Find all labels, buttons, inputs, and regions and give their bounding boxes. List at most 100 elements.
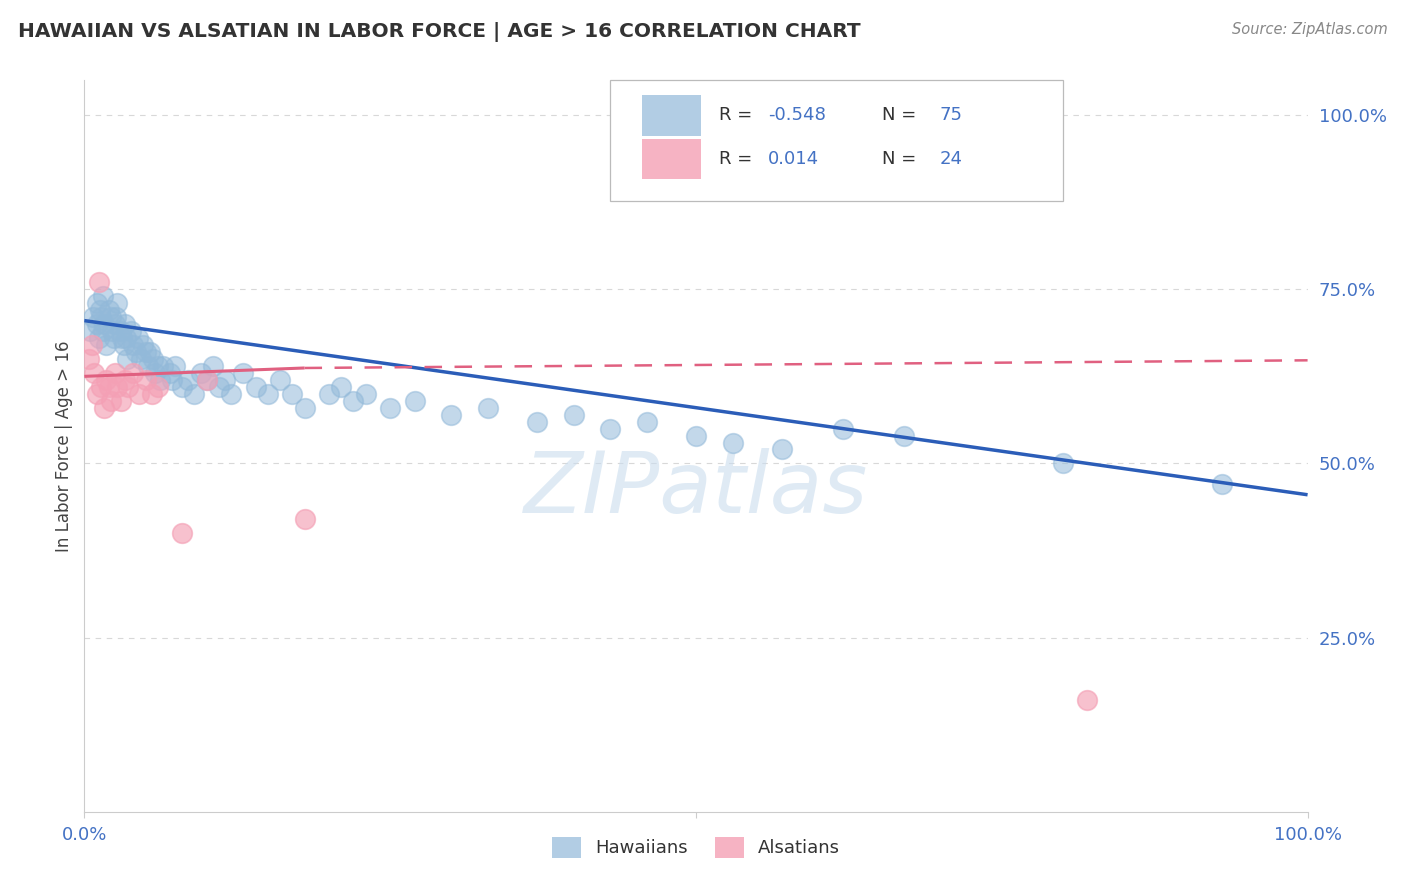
Point bbox=[404, 393, 426, 408]
Point bbox=[112, 338, 135, 352]
Point bbox=[97, 303, 120, 318]
Point bbox=[122, 366, 145, 380]
Text: ZIPatlas: ZIPatlas bbox=[524, 449, 868, 532]
Point bbox=[526, 415, 548, 429]
Point bbox=[172, 526, 194, 541]
Point bbox=[177, 373, 200, 387]
Point bbox=[893, 428, 915, 442]
Point bbox=[86, 296, 108, 310]
Point bbox=[721, 435, 744, 450]
Point bbox=[477, 401, 499, 415]
FancyBboxPatch shape bbox=[643, 139, 700, 179]
Point bbox=[380, 401, 402, 415]
Point bbox=[294, 401, 316, 415]
Point bbox=[117, 380, 139, 394]
Point bbox=[636, 415, 658, 429]
Point bbox=[195, 373, 218, 387]
Point bbox=[162, 373, 184, 387]
Point bbox=[132, 338, 155, 352]
Point bbox=[101, 324, 124, 338]
Point bbox=[105, 296, 128, 310]
Point bbox=[80, 338, 103, 352]
Point bbox=[195, 373, 218, 387]
Point bbox=[354, 386, 377, 401]
Point bbox=[257, 386, 280, 401]
Point bbox=[214, 373, 236, 387]
Point bbox=[87, 275, 110, 289]
Point bbox=[146, 359, 169, 373]
Point bbox=[142, 351, 165, 366]
FancyBboxPatch shape bbox=[643, 95, 700, 136]
Text: N =: N = bbox=[882, 150, 922, 169]
Point bbox=[96, 338, 118, 352]
Point bbox=[172, 380, 194, 394]
Point bbox=[141, 386, 163, 401]
Point bbox=[110, 324, 132, 338]
Point bbox=[104, 366, 127, 380]
Point bbox=[219, 386, 242, 401]
Point bbox=[122, 338, 145, 352]
Point bbox=[139, 345, 162, 359]
Point bbox=[105, 310, 128, 325]
Point bbox=[87, 331, 110, 345]
Point bbox=[91, 289, 114, 303]
Point bbox=[831, 421, 853, 435]
Point bbox=[93, 317, 115, 331]
Point bbox=[149, 373, 172, 387]
Point bbox=[685, 428, 707, 442]
Point bbox=[100, 310, 122, 325]
Point bbox=[342, 393, 364, 408]
Point bbox=[100, 393, 122, 408]
Point bbox=[146, 380, 169, 394]
Point bbox=[110, 393, 132, 408]
Point bbox=[90, 310, 112, 325]
Point bbox=[159, 366, 181, 380]
FancyBboxPatch shape bbox=[610, 80, 1063, 201]
Y-axis label: In Labor Force | Age > 16: In Labor Force | Age > 16 bbox=[55, 340, 73, 552]
Point bbox=[281, 386, 304, 401]
Point bbox=[190, 366, 212, 380]
Text: R =: R = bbox=[720, 106, 758, 124]
Point bbox=[201, 359, 224, 373]
Point bbox=[135, 373, 157, 387]
Point bbox=[115, 331, 138, 345]
Point bbox=[105, 380, 128, 394]
Point bbox=[1211, 477, 1233, 491]
Text: 0.014: 0.014 bbox=[768, 150, 820, 169]
Point bbox=[599, 421, 621, 435]
Point bbox=[96, 373, 118, 387]
Text: N =: N = bbox=[882, 106, 922, 124]
Point bbox=[294, 512, 316, 526]
Point bbox=[128, 386, 150, 401]
Point bbox=[114, 373, 136, 387]
Point bbox=[163, 359, 186, 373]
Point bbox=[91, 324, 114, 338]
Point bbox=[1076, 693, 1098, 707]
Point bbox=[245, 380, 267, 394]
Point bbox=[114, 317, 136, 331]
Point bbox=[93, 401, 115, 415]
Text: Source: ZipAtlas.com: Source: ZipAtlas.com bbox=[1232, 22, 1388, 37]
Point bbox=[77, 351, 100, 366]
Point bbox=[208, 380, 231, 394]
Point bbox=[79, 324, 101, 338]
Point bbox=[143, 366, 166, 380]
Point bbox=[135, 345, 157, 359]
Text: -0.548: -0.548 bbox=[768, 106, 825, 124]
Point bbox=[104, 317, 127, 331]
Point bbox=[120, 324, 142, 338]
Point bbox=[770, 442, 793, 457]
Point bbox=[1052, 457, 1074, 471]
Point bbox=[125, 345, 148, 359]
Point bbox=[86, 317, 108, 331]
Text: HAWAIIAN VS ALSATIAN IN LABOR FORCE | AGE > 16 CORRELATION CHART: HAWAIIAN VS ALSATIAN IN LABOR FORCE | AG… bbox=[18, 22, 860, 42]
Text: R =: R = bbox=[720, 150, 758, 169]
Point bbox=[82, 310, 104, 325]
Point bbox=[330, 380, 353, 394]
Text: 24: 24 bbox=[939, 150, 962, 169]
Point bbox=[86, 386, 108, 401]
Point bbox=[269, 373, 291, 387]
Point bbox=[111, 331, 134, 345]
Point bbox=[152, 359, 174, 373]
Point bbox=[318, 386, 340, 401]
